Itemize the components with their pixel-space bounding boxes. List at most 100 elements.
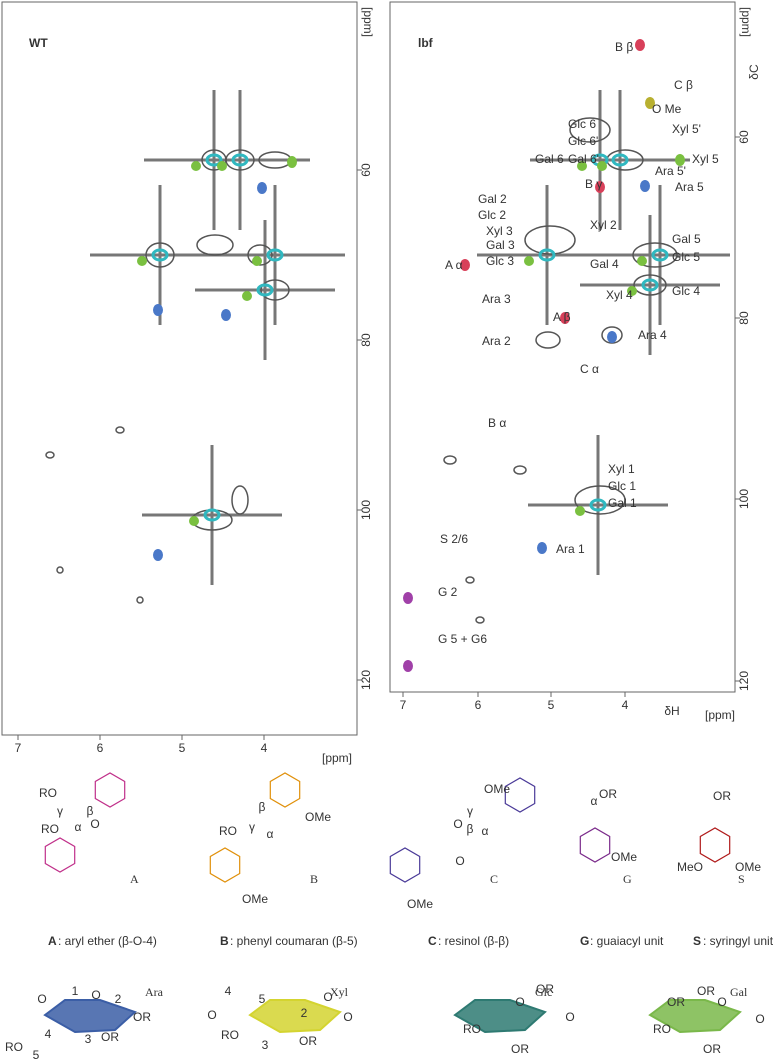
sugar-label: OR bbox=[133, 1010, 151, 1024]
sugar-label: 2 bbox=[301, 1006, 308, 1020]
contour-peak bbox=[635, 39, 645, 51]
peak-label: S 2/6 bbox=[440, 532, 468, 546]
sugar-label: OR bbox=[697, 984, 715, 998]
contour bbox=[56, 566, 64, 574]
sugar-label: O bbox=[565, 1010, 574, 1024]
sugar-label: 5 bbox=[259, 992, 266, 1006]
peak-label: Xyl 2 bbox=[590, 218, 617, 232]
sugar-ring bbox=[43, 999, 137, 1034]
structure-label: OMe bbox=[484, 782, 510, 796]
contour bbox=[231, 485, 249, 515]
contour-peak bbox=[577, 161, 587, 171]
contour bbox=[196, 234, 234, 256]
structure-label: OMe bbox=[305, 810, 331, 824]
x-unit: [ppm] bbox=[705, 708, 735, 722]
peak-label: Ara 2 bbox=[482, 334, 511, 348]
y-tick-label: 60 bbox=[737, 130, 751, 144]
structure-key: C bbox=[490, 872, 498, 886]
peak-label: B γ bbox=[585, 177, 602, 191]
y-tick-label: 80 bbox=[359, 333, 373, 347]
y-tick-label: 120 bbox=[737, 671, 751, 691]
contour-peak bbox=[153, 549, 163, 561]
contour-peak bbox=[403, 660, 413, 672]
contour-peak bbox=[538, 248, 556, 262]
structure-label: β bbox=[259, 800, 266, 814]
sugar-label: RO bbox=[5, 1040, 23, 1054]
caption-text: : resinol (β-β) bbox=[438, 934, 509, 948]
peak-label: C α bbox=[580, 362, 599, 376]
ring bbox=[44, 837, 76, 873]
sugar-label: O bbox=[515, 995, 524, 1009]
x-tick-label: 6 bbox=[97, 741, 104, 755]
peak-label: O Me bbox=[652, 102, 682, 116]
contour bbox=[535, 331, 561, 349]
structure-label: O bbox=[453, 817, 462, 831]
contour bbox=[574, 485, 626, 515]
caption-text: : aryl ether (β-O-4) bbox=[58, 934, 157, 948]
sugar-label: OR bbox=[667, 995, 685, 1009]
sugar-name: Ara bbox=[145, 985, 164, 999]
contour-peak bbox=[460, 259, 470, 271]
peak-label: Glc 2 bbox=[478, 208, 506, 222]
structure-label: OR bbox=[713, 789, 731, 803]
peak-label: Gal 1 bbox=[608, 496, 637, 510]
sugar-label: OR bbox=[703, 1042, 721, 1056]
peak-label: Glc 6 bbox=[568, 117, 596, 131]
y-label: δC bbox=[747, 64, 761, 80]
contour-peak bbox=[217, 161, 227, 171]
contour-peak bbox=[256, 283, 274, 297]
contour-peak bbox=[575, 506, 585, 516]
contour bbox=[632, 242, 678, 268]
peak-label: Gal 3 bbox=[486, 238, 515, 252]
peak-label: Glc 6' bbox=[568, 134, 598, 148]
structure-label: OMe bbox=[735, 860, 761, 874]
y-tick-label: 100 bbox=[737, 489, 751, 509]
peak-label: C β bbox=[674, 78, 693, 92]
sugar-label: O bbox=[343, 1010, 352, 1024]
structure-label: MeO bbox=[677, 860, 703, 874]
structure-label: γ bbox=[467, 804, 473, 818]
ring bbox=[389, 847, 421, 883]
caption-key: G bbox=[580, 934, 589, 948]
peak-label: Ara 5 bbox=[675, 180, 704, 194]
contour bbox=[513, 465, 527, 475]
contour-peak bbox=[651, 248, 669, 262]
y-tick-label: 80 bbox=[737, 311, 751, 325]
peak-label: Ara 3 bbox=[482, 292, 511, 306]
sugar-name: Gal bbox=[730, 985, 748, 999]
peak-label: Ara 1 bbox=[556, 542, 585, 556]
peak-label: Xyl 1 bbox=[608, 462, 635, 476]
peak-label: G 2 bbox=[438, 585, 458, 599]
contour bbox=[115, 426, 125, 434]
caption-text: : guaiacyl unit bbox=[590, 934, 664, 948]
contour-peak bbox=[151, 248, 169, 262]
peak-label: Gal 2 bbox=[478, 192, 507, 206]
sugar-label: 3 bbox=[262, 1038, 269, 1052]
sugar-name: Glc bbox=[535, 985, 552, 999]
contour-peak bbox=[231, 153, 249, 167]
contour-peak bbox=[221, 309, 231, 321]
contour-peak bbox=[189, 516, 199, 526]
ring bbox=[579, 827, 611, 863]
contour bbox=[443, 455, 457, 465]
peak-label: Glc 5 bbox=[672, 250, 700, 264]
peak-label: Ara 4 bbox=[638, 328, 667, 342]
panel-frame bbox=[1, 1, 358, 736]
structure-label: RO bbox=[219, 824, 237, 838]
contour-peak bbox=[287, 156, 297, 168]
x-tick-label: 5 bbox=[548, 698, 555, 712]
peak-label: Gal 5 bbox=[672, 232, 701, 246]
contour bbox=[225, 149, 255, 171]
structure-label: RO bbox=[41, 822, 59, 836]
peak-label: Gal 4 bbox=[590, 257, 619, 271]
caption-key: C bbox=[428, 934, 437, 948]
contour bbox=[524, 225, 576, 255]
peak-label: Gal 6' bbox=[568, 152, 599, 166]
panel-title: lbf bbox=[418, 36, 434, 50]
y-tick-label: 120 bbox=[359, 670, 373, 690]
sugar-label: 4 bbox=[225, 984, 232, 998]
peak-label: A α bbox=[445, 258, 463, 272]
x-tick-label: 6 bbox=[475, 698, 482, 712]
ring bbox=[94, 772, 126, 808]
